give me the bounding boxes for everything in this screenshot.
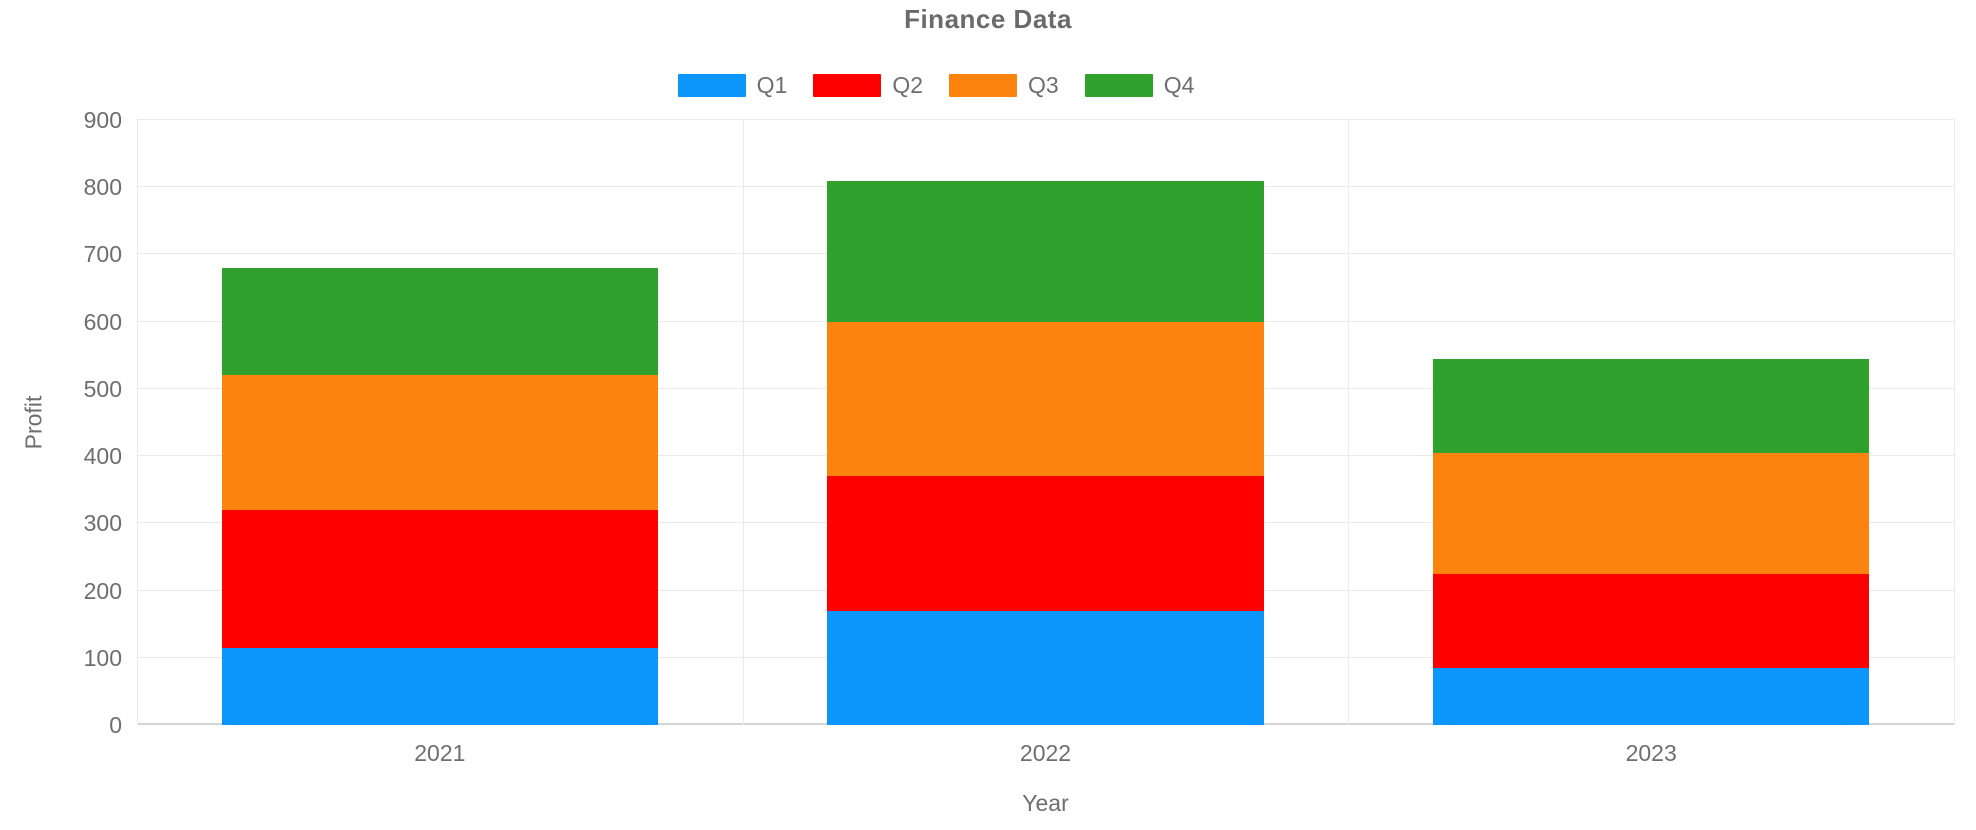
legend-label: Q4 (1163, 72, 1195, 98)
bar-segment-2022-q4 (827, 180, 1264, 322)
x-axis-tick-labels: 2021 2022 2023 (137, 740, 1954, 767)
bar-segment-2021-q1 (221, 647, 658, 725)
x-tick-2021: 2021 (414, 740, 466, 766)
bar-segment-2022-q2 (827, 476, 1264, 611)
bar-2021 (221, 120, 658, 725)
bar-2022 (827, 120, 1264, 725)
y-tick-700: 700 (83, 241, 122, 268)
bar-segment-2023-q2 (1433, 573, 1870, 668)
bar-segment-2021-q2 (221, 509, 658, 648)
legend-label: Q3 (1028, 72, 1059, 98)
y-tick-400: 400 (83, 443, 122, 470)
gridline-vertical (1954, 120, 1955, 725)
legend-swatch-q3 (949, 74, 1017, 97)
bar-2023 (1433, 120, 1870, 725)
y-tick-900: 900 (83, 107, 122, 133)
legend-swatch-q1 (677, 74, 746, 97)
legend-item-q4[interactable]: Q4 (1084, 72, 1195, 99)
legend-item-q3[interactable]: Q3 (949, 72, 1059, 99)
legend: Q1 Q2 Q3 Q4 (0, 72, 1872, 99)
legend-label: Q2 (892, 72, 923, 98)
gridline (137, 119, 1954, 120)
x-axis-title: Year (1022, 790, 1069, 816)
x-tick-2022: 2022 (1019, 740, 1072, 766)
bar-segment-2021-q4 (221, 267, 658, 376)
y-tick-0: 0 (109, 712, 122, 738)
y-tick-800: 800 (83, 174, 122, 201)
bar-segment-2021-q3 (221, 375, 658, 510)
gridline-vertical (1348, 120, 1350, 725)
legend-item-q1[interactable]: Q1 (677, 72, 788, 99)
y-tick-200: 200 (83, 577, 122, 604)
y-tick-300: 300 (83, 510, 122, 537)
bar-segment-2023-q4 (1433, 358, 1870, 453)
chart-title: Finance Data (904, 4, 1072, 34)
bar-segment-2023-q1 (1433, 667, 1870, 725)
legend-swatch-q2 (813, 74, 882, 97)
legend-swatch-q4 (1084, 74, 1153, 97)
y-axis-tick-labels: 0 100 200 300 400 500 600 700 800 900 (0, 107, 122, 738)
legend-item-q2[interactable]: Q2 (813, 72, 923, 99)
bar-segment-2022-q3 (827, 321, 1264, 477)
plot-area (137, 119, 1955, 725)
gridline-vertical (742, 120, 744, 725)
y-tick-100: 100 (83, 644, 122, 671)
y-tick-500: 500 (83, 375, 122, 402)
bar-segment-2022-q1 (827, 610, 1264, 725)
bar-segment-2023-q3 (1433, 452, 1870, 574)
x-tick-2023: 2023 (1625, 740, 1677, 766)
y-axis-line (137, 120, 138, 725)
y-tick-600: 600 (83, 308, 122, 335)
legend-label: Q1 (756, 72, 788, 98)
